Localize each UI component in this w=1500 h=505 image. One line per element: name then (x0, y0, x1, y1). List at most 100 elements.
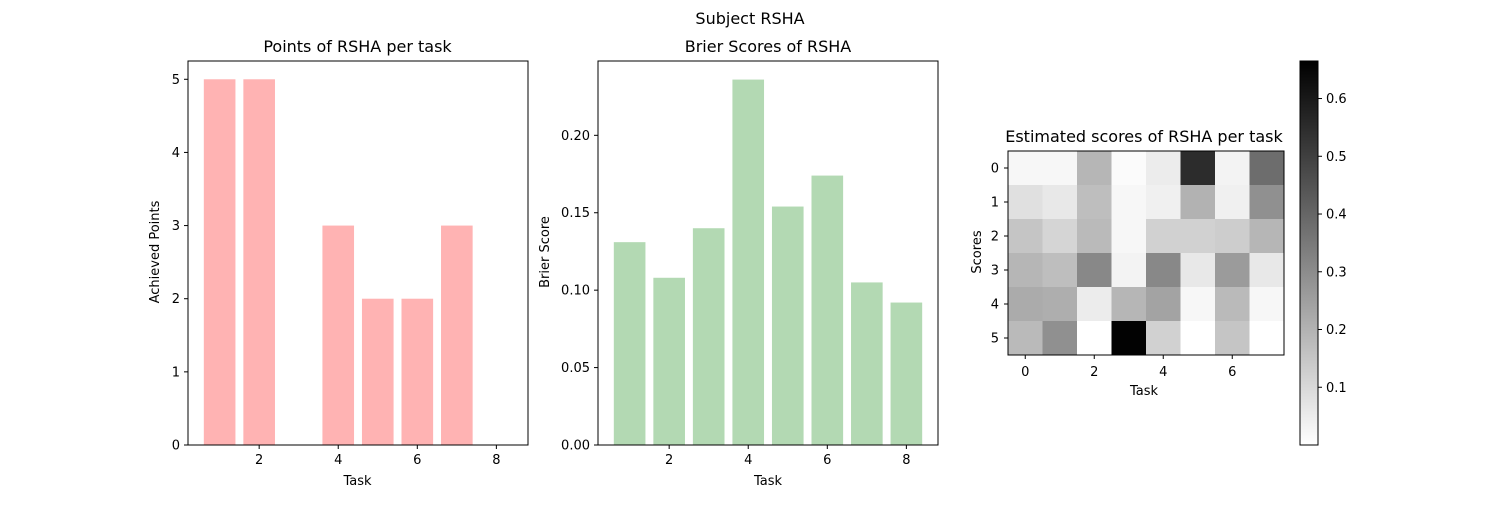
heatmap-cell-r4-c1 (1042, 287, 1078, 322)
brier-chart-xlabel: Task (753, 474, 783, 489)
heatmap-xtick-label: 4 (1159, 365, 1167, 380)
heatmap-xlabel: Task (1129, 384, 1159, 399)
points-ytick-label: 5 (172, 73, 180, 88)
heatmap-cell-r2-c3 (1111, 219, 1147, 254)
heatmap-cell-r4-c0 (1008, 287, 1043, 322)
heatmap-cell-r4-c5 (1180, 287, 1216, 322)
heatmap-cell-r5-c5 (1180, 321, 1216, 356)
points-bar-task-1 (203, 79, 236, 446)
brier-bar-task-3 (692, 228, 725, 445)
heatmap-ytick-label: 4 (991, 298, 999, 313)
heatmap-cell-r1-c6 (1215, 185, 1250, 220)
heatmap-cell-r0-c7 (1249, 151, 1285, 186)
heatmap-cell-r1-c3 (1111, 185, 1147, 220)
heatmap-cell-r3-c3 (1111, 253, 1147, 288)
points-chart-title: Points of RSHA per task (263, 37, 452, 56)
brier-ytick-label: 0.00 (561, 439, 590, 454)
colorbar-tick-label: 0.2 (1326, 323, 1347, 338)
heatmap-cell-r2-c1 (1042, 219, 1078, 254)
brier-xtick-label: 2 (665, 453, 673, 468)
points-ytick-label: 2 (172, 292, 180, 307)
heatmap-ytick-label: 1 (991, 196, 999, 211)
heatmap-cell-r4-c4 (1146, 287, 1181, 322)
points-chart-ylabel: Achieved Points (148, 200, 163, 303)
heatmap-cell-r4-c3 (1111, 287, 1147, 322)
brier-ytick-label: 0.05 (561, 361, 590, 376)
brier-bar-task-4 (732, 79, 765, 446)
points-chart-xlabel: Task (342, 474, 372, 489)
heatmap-cell-r5-c2 (1077, 321, 1112, 356)
heatmap-cell-r0-c5 (1180, 151, 1216, 186)
figure-suptitle: Subject RSHA (695, 9, 804, 28)
heatmap-cell-r3-c2 (1077, 253, 1112, 288)
heatmap-cell-r5-c7 (1249, 321, 1285, 356)
heatmap-ytick-label: 3 (991, 264, 999, 279)
heatmap-cell-r5-c3 (1111, 321, 1147, 356)
brier-bar-task-5 (771, 206, 804, 445)
brier-chart-ylabel: Brier Score (538, 216, 553, 288)
heatmap-xtick-label: 2 (1090, 365, 1098, 380)
heatmap-cell-r0-c4 (1146, 151, 1181, 186)
brier-ytick-label: 0.20 (561, 129, 590, 144)
brier-xtick-label: 6 (823, 453, 831, 468)
heatmap-cell-r0-c3 (1111, 151, 1147, 186)
heatmap-cell-r3-c5 (1180, 253, 1216, 288)
brier-xtick-label: 4 (744, 453, 752, 468)
heatmap-cell-r3-c7 (1249, 253, 1285, 288)
heatmap-cell-r3-c6 (1215, 253, 1250, 288)
heatmap-cell-r0-c0 (1008, 151, 1043, 186)
points-bar-chart: Points of RSHA per task Task Achieved Po… (148, 37, 529, 489)
points-xtick-label: 4 (334, 453, 342, 468)
points-bar-task-4 (322, 225, 355, 445)
heatmap-cell-r2-c7 (1249, 219, 1285, 254)
colorbar-gradient (1299, 60, 1319, 446)
heatmap-cell-r3-c0 (1008, 253, 1043, 288)
colorbar-tick-label: 0.4 (1326, 208, 1347, 223)
heatmap-cell-r4-c2 (1077, 287, 1112, 322)
brier-bar-task-1 (613, 242, 646, 445)
heatmap-cell-r5-c1 (1042, 321, 1078, 356)
brier-bar-task-6 (811, 175, 844, 446)
heatmap-cell-r2-c0 (1008, 219, 1043, 254)
brier-bar-chart: Brier Scores of RSHA Task Brier Score 2 4… (538, 37, 939, 489)
heatmap-ylabel: Scores (970, 230, 985, 273)
brier-ytick-label: 0.15 (561, 206, 590, 221)
heatmap-cell-r3-c1 (1042, 253, 1078, 288)
heatmap-cell-r0-c2 (1077, 151, 1112, 186)
heatmap-cell-r5-c4 (1146, 321, 1181, 356)
heatmap-axes-frame (1007, 150, 1285, 356)
heatmap-cell-r1-c1 (1042, 185, 1078, 220)
heatmap-cell-r3-c4 (1146, 253, 1181, 288)
brier-bar-task-2 (653, 277, 685, 445)
brier-chart-title: Brier Scores of RSHA (685, 37, 852, 56)
points-bar-task-2 (243, 79, 275, 446)
heatmap-cell-r5-c6 (1215, 321, 1250, 356)
heatmap-cell-r4-c7 (1249, 287, 1285, 322)
points-axes-frame (187, 60, 529, 446)
heatmap-cell-r0-c1 (1042, 151, 1078, 186)
points-bar-task-7 (441, 225, 473, 445)
brier-axes-frame (597, 60, 939, 446)
heatmap-xtick-label: 6 (1228, 365, 1236, 380)
heatmap-cell-r1-c5 (1180, 185, 1216, 220)
heatmap-colorbar: 0.1 0.2 0.3 0.4 0.5 0.6 (1299, 60, 1347, 446)
heatmap-cell-r2-c5 (1180, 219, 1216, 254)
colorbar-tick-label: 0.3 (1326, 265, 1347, 280)
points-xtick-label: 2 (255, 453, 263, 468)
points-xtick-label: 6 (413, 453, 421, 468)
heatmap-cell-r1-c4 (1146, 185, 1181, 220)
colorbar-tick-label: 0.5 (1326, 150, 1347, 165)
brier-bar-task-7 (851, 282, 883, 445)
points-xtick-label: 8 (492, 453, 500, 468)
points-ytick-label: 0 (172, 439, 180, 454)
heatmap-cell-r1-c2 (1077, 185, 1112, 220)
heatmap-title: Estimated scores of RSHA per task (1005, 127, 1283, 146)
heatmap-xtick-label: 0 (1021, 365, 1029, 380)
heatmap-ytick-label: 0 (991, 162, 999, 177)
brier-ytick-label: 0.10 (561, 284, 590, 299)
points-ytick-label: 1 (172, 365, 180, 380)
heatmap-cell-r2-c4 (1146, 219, 1181, 254)
heatmap-ytick-label: 2 (991, 230, 999, 245)
points-bar-task-6 (401, 298, 434, 445)
